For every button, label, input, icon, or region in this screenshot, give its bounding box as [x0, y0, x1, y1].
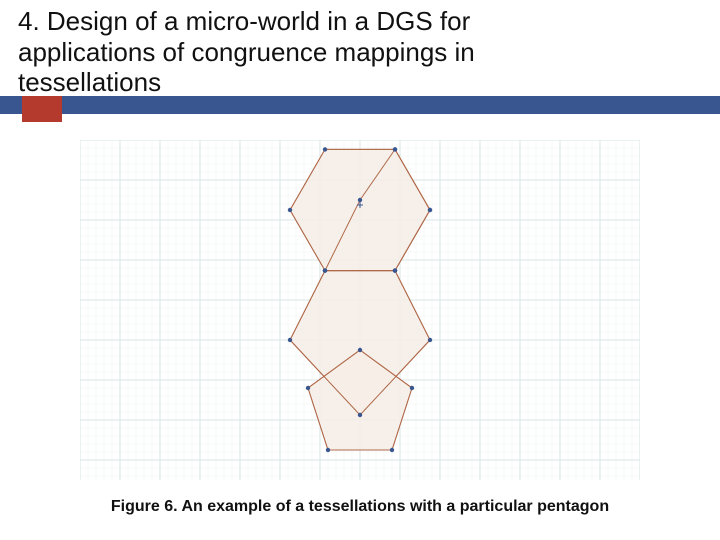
figure — [80, 140, 640, 480]
figure-caption: Figure 6. An example of a tessellations … — [0, 498, 720, 516]
accent-tab — [22, 96, 62, 122]
tessellation-diagram — [80, 140, 640, 480]
accent-bar — [0, 96, 720, 114]
slide: 4. Design of a micro-world in a DGS for … — [0, 0, 720, 540]
slide-title: 4. Design of a micro-world in a DGS for … — [18, 6, 578, 98]
